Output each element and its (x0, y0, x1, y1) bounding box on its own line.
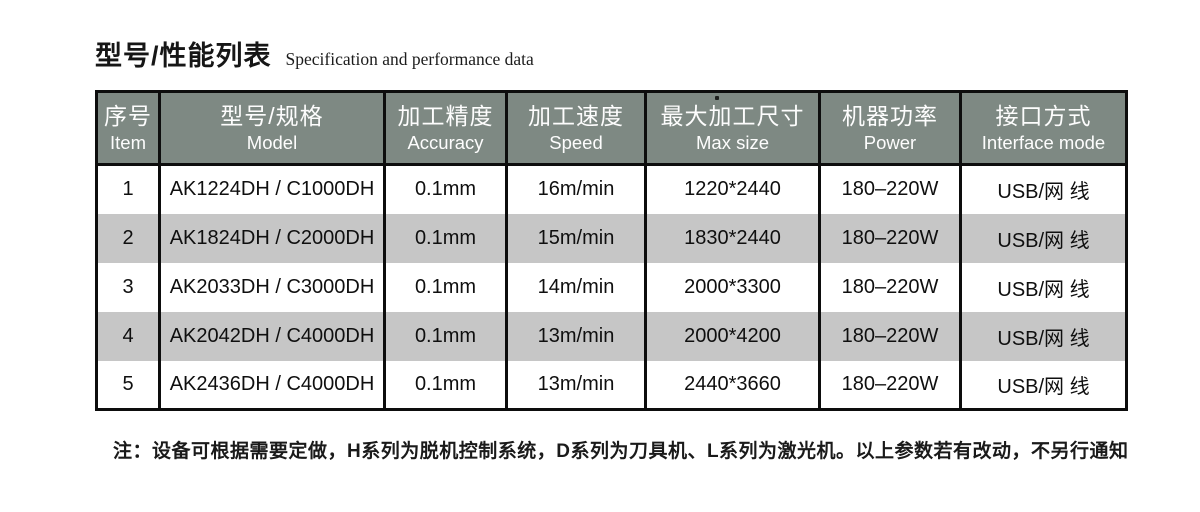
col-header-model: 型号/规格 Model (158, 90, 386, 166)
col-header-power-zh: 机器功率 (842, 103, 938, 129)
col-header-accuracy: 加工精度 Accuracy (383, 90, 508, 166)
col-header-speed-en: Speed (549, 132, 603, 153)
cell-accuracy: 0.1mm (383, 213, 508, 263)
table-row: 3 AK2033DH / C3000DH 0.1mm 14m/min 2000*… (95, 262, 1128, 312)
cell-model: AK2033DH / C3000DH (158, 262, 386, 312)
page-title-zh: 型号/性能列表 (95, 41, 272, 71)
col-header-accuracy-zh: 加工精度 (397, 103, 494, 129)
cell-power: 180–220W (818, 213, 962, 263)
table-row: 2 AK1824DH / C2000DH 0.1mm 15m/min 1830*… (95, 213, 1128, 263)
cell-max-size: 2000*3300 (644, 262, 821, 312)
cell-accuracy: 0.1mm (383, 262, 508, 312)
cell-interface: USB/网 线 (959, 360, 1128, 410)
page-title: 型号/性能列表 Specification and performance da… (95, 34, 534, 73)
cell-accuracy: 0.1mm (383, 360, 508, 410)
cell-speed: 13m/min (505, 360, 647, 410)
cell-interface: USB/网 线 (959, 262, 1128, 312)
table-row: 1 AK1224DH / C1000DH 0.1mm 16m/min 1220*… (95, 164, 1128, 214)
cell-speed: 15m/min (505, 213, 647, 263)
cell-accuracy: 0.1mm (383, 311, 508, 361)
cell-item: 5 (95, 360, 161, 410)
cell-interface: USB/网 线 (959, 311, 1128, 361)
cell-item: 2 (95, 213, 161, 263)
cell-model: AK2042DH / C4000DH (158, 311, 386, 361)
cell-power: 180–220W (818, 164, 962, 214)
cell-speed: 13m/min (505, 311, 647, 361)
col-header-model-zh: 型号/规格 (220, 103, 324, 129)
cell-max-size: 2000*4200 (644, 311, 821, 361)
spec-table-header: 序号 Item 型号/规格 Model 加工精度 Accuracy 加工速度 S… (95, 90, 1128, 166)
cell-accuracy: 0.1mm (383, 164, 508, 214)
col-header-speed-zh: 加工速度 (528, 103, 624, 129)
footnote: 注：设备可根据需要定做，H系列为脱机控制系统，D系列为刀具机、L系列为激光机。以… (113, 441, 1129, 462)
col-header-item: 序号 Item (95, 90, 161, 166)
cell-power: 180–220W (818, 360, 962, 410)
col-header-item-zh: 序号 (104, 103, 152, 129)
cell-model: AK1224DH / C1000DH (158, 164, 386, 214)
cell-item: 4 (95, 311, 161, 361)
col-header-power-en: Power (863, 132, 917, 153)
cell-power: 180–220W (818, 311, 962, 361)
col-header-power: 机器功率 Power (818, 90, 962, 166)
speck-dot (715, 96, 719, 100)
col-header-speed: 加工速度 Speed (505, 90, 647, 166)
spec-table: 序号 Item 型号/规格 Model 加工精度 Accuracy 加工速度 S… (95, 90, 1128, 411)
col-header-max-size-zh: 最大加工尺寸 (660, 103, 805, 129)
cell-interface: USB/网 线 (959, 213, 1128, 263)
col-header-interface-zh: 接口方式 (995, 103, 1092, 129)
table-row: 5 AK2436DH / C4000DH 0.1mm 13m/min 2440*… (95, 360, 1128, 410)
cell-model: AK2436DH / C4000DH (158, 360, 386, 410)
cell-item: 1 (95, 164, 161, 214)
page-title-en: Specification and performance data (285, 49, 534, 69)
table-row: 4 AK2042DH / C4000DH 0.1mm 13m/min 2000*… (95, 311, 1128, 361)
col-header-item-en: Item (110, 132, 146, 153)
cell-max-size: 1220*2440 (644, 164, 821, 214)
cell-speed: 14m/min (505, 262, 647, 312)
cell-item: 3 (95, 262, 161, 312)
col-header-model-en: Model (246, 132, 298, 153)
cell-max-size: 1830*2440 (644, 213, 821, 263)
spec-table-body: 1 AK1224DH / C1000DH 0.1mm 16m/min 1220*… (95, 164, 1128, 410)
cell-interface: USB/网 线 (959, 164, 1128, 214)
cell-power: 180–220W (818, 262, 962, 312)
col-header-max-size-en: Max size (696, 132, 769, 153)
cell-max-size: 2440*3660 (644, 360, 821, 410)
header-row: 序号 Item 型号/规格 Model 加工精度 Accuracy 加工速度 S… (95, 90, 1128, 166)
col-header-max-size: 最大加工尺寸 Max size (644, 90, 821, 166)
cell-speed: 16m/min (505, 164, 647, 214)
col-header-accuracy-en: Accuracy (407, 132, 484, 153)
cell-model: AK1824DH / C2000DH (158, 213, 386, 263)
col-header-interface-en: Interface mode (981, 132, 1106, 153)
col-header-interface: 接口方式 Interface mode (959, 90, 1128, 166)
